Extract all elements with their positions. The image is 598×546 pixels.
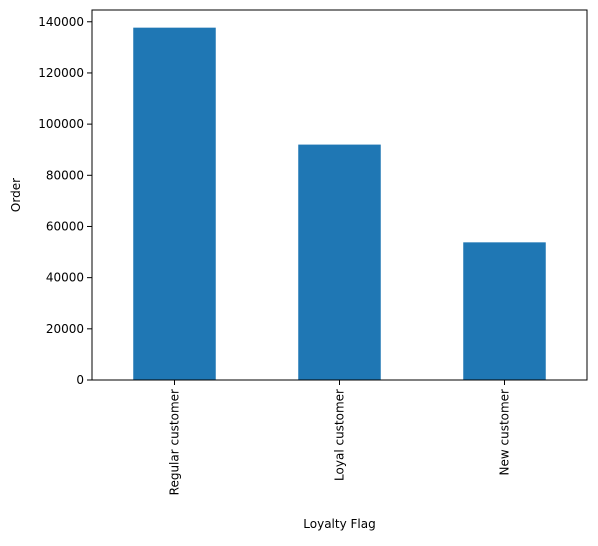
y-tick-label: 0 xyxy=(76,373,84,387)
bars-layer xyxy=(133,27,546,380)
y-axis-title: Order xyxy=(9,178,23,212)
y-tick-label: 100000 xyxy=(38,117,84,131)
bar-new-customer xyxy=(463,242,546,380)
y-tick-label: 120000 xyxy=(38,66,84,80)
y-axis: 0 20000 40000 60000 80000 100000 120000 140000 xyxy=(38,15,92,387)
bar-regular-customer xyxy=(133,27,216,380)
y-tick-label: 40000 xyxy=(46,271,84,285)
y-tick-label: 20000 xyxy=(46,322,84,336)
y-tick-label: 80000 xyxy=(46,168,84,182)
y-tick-label: 60000 xyxy=(46,219,84,233)
plot-frame xyxy=(91,9,588,381)
y-tick-label: 140000 xyxy=(38,15,84,29)
x-tick-label: New customer xyxy=(498,389,512,476)
x-axis: Regular customer Loyal customer New custom… xyxy=(168,380,512,495)
x-tick-label: Regular customer xyxy=(168,389,182,495)
x-tick-label: Loyal customer xyxy=(333,389,347,481)
x-axis-title: Loyalty Flag xyxy=(303,517,375,531)
bar-loyal-customer xyxy=(298,144,381,380)
